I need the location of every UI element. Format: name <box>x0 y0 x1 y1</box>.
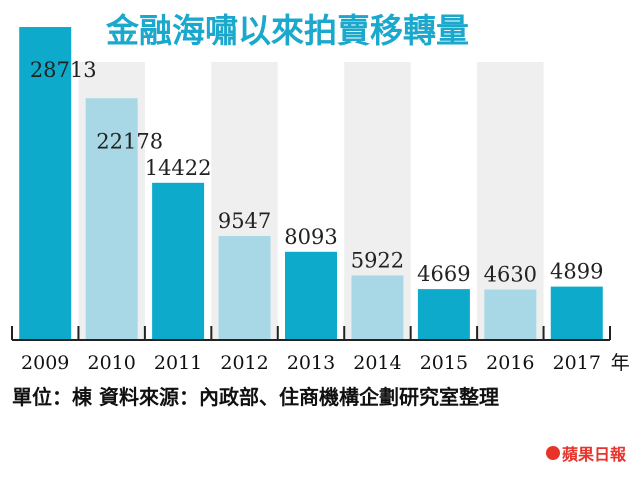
x-tick-label-2011: 2011 <box>154 352 202 374</box>
x-tick-label-2009: 2009 <box>21 352 69 374</box>
value-label-2009: 28713 <box>30 58 97 82</box>
value-label-2013: 8093 <box>284 225 337 249</box>
bar-2015 <box>417 289 470 340</box>
source-note: 單位：棟 資料來源：內政部、住商機構企劃研究室整理 <box>12 385 499 409</box>
x-tick-label-2014: 2014 <box>353 352 401 374</box>
x-tick-label-2013: 2013 <box>287 352 335 374</box>
bar-2016 <box>484 289 537 340</box>
x-tick-label-2012: 2012 <box>220 352 268 374</box>
value-label-2012: 9547 <box>218 209 271 233</box>
x-tick-label-2010: 2010 <box>87 352 135 374</box>
value-label-2014: 5922 <box>351 248 404 272</box>
bar-2017 <box>550 286 603 340</box>
apple-icon <box>545 446 560 460</box>
x-tick-label-2015: 2015 <box>420 352 468 374</box>
bars <box>19 27 603 341</box>
x-unit-suffix: 年 <box>611 352 630 374</box>
logo-text: 蘋果日報 <box>561 445 626 464</box>
bar-2012 <box>218 235 271 340</box>
publisher-logo: 蘋果日報 <box>545 441 626 465</box>
value-label-2010: 22178 <box>96 129 163 153</box>
bar-2010 <box>85 98 138 341</box>
x-tick-labels: 2009 2010 2011 2012 2013 2014 2015 2016 2017 年 <box>21 352 630 374</box>
value-label-2017: 4899 <box>550 260 603 284</box>
value-label-2016: 4630 <box>484 263 537 287</box>
x-tick-label-2017: 2017 <box>553 352 601 374</box>
bar-2013 <box>285 251 337 340</box>
bar-2009 <box>19 27 72 341</box>
bar-2011 <box>152 182 205 340</box>
bar-2014 <box>351 275 404 340</box>
value-label-2011: 14422 <box>145 156 212 180</box>
value-label-2015: 4669 <box>417 262 470 286</box>
x-ticks <box>11 326 611 340</box>
chart-title: 金融海嘯以來拍賣移轉量 <box>105 11 469 50</box>
x-tick-label-2016: 2016 <box>486 352 534 374</box>
value-labels: 28713 22178 14422 9547 8093 5922 4669 4630 4899 <box>30 58 604 287</box>
